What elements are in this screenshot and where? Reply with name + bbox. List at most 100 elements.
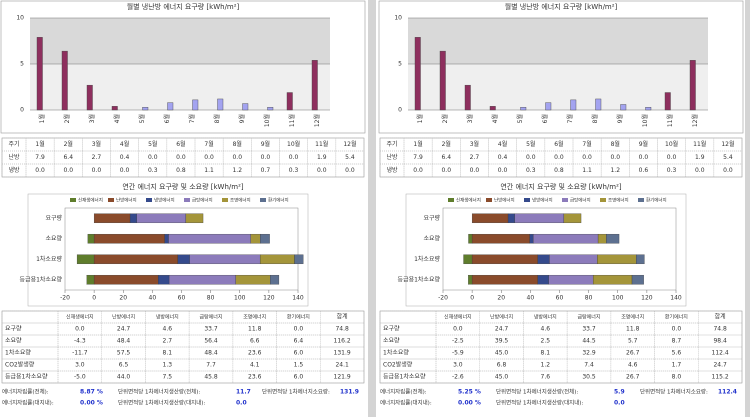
- chart-title: 연간 에너지 요구량 및 소요량 [kWh/m²]: [500, 182, 622, 191]
- table-cell: [713, 137, 743, 152]
- bar-segment: [563, 213, 582, 224]
- x-tick-label: 12월: [313, 114, 321, 127]
- table-value: 57.5: [117, 350, 131, 357]
- table-value: 1.9: [317, 154, 327, 161]
- table-cell: [279, 137, 308, 152]
- bar-segment: [294, 254, 304, 265]
- bar-segment: [87, 233, 95, 244]
- table-cell: [307, 163, 337, 178]
- scrollbar[interactable]: [745, 0, 750, 417]
- bar-segment: [259, 254, 295, 265]
- table-value: 44.5: [582, 338, 596, 345]
- footer-label: 단위면적당 1차에너지생산량(전체):: [496, 388, 578, 396]
- x-tick-label: -20: [60, 295, 70, 302]
- x-tick-label: 140: [670, 295, 682, 302]
- table-value: -2.6: [452, 374, 464, 381]
- x-tick-label: 10월: [263, 114, 271, 127]
- x-tick-label: 9월: [616, 114, 624, 123]
- table-value: 0.0: [92, 167, 102, 174]
- table-header: 급탕에너지: [199, 314, 222, 321]
- footer-value: 0.00 %: [80, 400, 103, 407]
- bar-segment: [507, 213, 515, 224]
- y-tick-label: 5: [20, 61, 24, 68]
- bar: [595, 98, 602, 111]
- table-value: 4.1: [250, 362, 260, 369]
- table-cell: [572, 137, 602, 152]
- x-tick-label: 40: [149, 295, 157, 302]
- x-tick-label: 120: [263, 295, 275, 302]
- table-header: 5월: [526, 140, 535, 148]
- table-value: 0.0: [176, 154, 186, 161]
- x-tick-label: 10월: [641, 114, 649, 127]
- bar-segment: [177, 254, 190, 265]
- table-cell: [431, 150, 461, 165]
- x-tick-label: 1월: [416, 114, 424, 123]
- table-value: 6.8: [497, 362, 507, 369]
- table-cell: [82, 163, 111, 178]
- bar-segment: [471, 254, 538, 265]
- y-tick-label: 소요량: [45, 235, 62, 242]
- bar-segment: [471, 274, 538, 285]
- table-cell: [685, 150, 715, 165]
- table-cell: [53, 137, 83, 152]
- x-tick-label: 3월: [88, 114, 96, 123]
- legend-label: 급탕에너지: [192, 197, 213, 204]
- table-value: 0.4: [498, 154, 508, 161]
- x-tick-label: 5월: [138, 114, 146, 123]
- table-cell: [222, 163, 252, 178]
- table-value: 2.7: [163, 338, 173, 345]
- table-cell: [572, 163, 602, 178]
- bar: [664, 92, 671, 111]
- x-tick-label: 20: [119, 295, 127, 302]
- table-value: 0.0: [672, 326, 682, 333]
- table-cell: [82, 150, 111, 165]
- bar: [192, 99, 199, 111]
- bar: [545, 102, 552, 111]
- bar-segment: [129, 213, 137, 224]
- table-cell: [138, 137, 168, 152]
- table-value: 7.6: [541, 374, 551, 381]
- table-value: 0.3: [289, 167, 299, 174]
- y-tick-label: 10: [394, 15, 402, 22]
- table-value: 23.6: [248, 374, 262, 381]
- bar-segment: [533, 233, 599, 244]
- table-cell: [194, 150, 224, 165]
- section-box: [0, 0, 366, 134]
- table-header: 환기에너지: [287, 314, 310, 321]
- table-value: 0.0: [204, 154, 214, 161]
- grid-band: [408, 18, 708, 64]
- legend-swatch: [600, 198, 606, 202]
- table-cell: [403, 163, 433, 178]
- legend-label: 신재생에너지: [456, 197, 481, 204]
- table-value: 74.8: [335, 326, 349, 333]
- bar-segment: [164, 233, 169, 244]
- x-tick-label: -20: [438, 295, 448, 302]
- bar-segment: [270, 274, 280, 285]
- table-value: 0.0: [148, 154, 158, 161]
- bar-segment: [636, 254, 645, 265]
- bar-segment: [549, 254, 598, 265]
- table-value: 5.7: [628, 338, 638, 345]
- x-tick-label: 0: [470, 295, 474, 302]
- table-value: 0.0: [470, 167, 480, 174]
- table-value: 11.8: [626, 326, 640, 333]
- table-cell: [600, 163, 630, 178]
- x-tick-label: 80: [207, 295, 215, 302]
- footer-value: 5.25 %: [458, 389, 481, 396]
- table-value: 56.4: [204, 338, 218, 345]
- row-label: 냉방: [8, 166, 20, 174]
- bar: [520, 107, 527, 111]
- bar-segment: [86, 274, 95, 285]
- table-cell: [166, 163, 196, 178]
- bar: [36, 37, 43, 111]
- table-value: 23.6: [248, 350, 262, 357]
- table-header: 3월: [470, 140, 479, 148]
- bar-segment: [168, 233, 251, 244]
- scrollbar[interactable]: [368, 0, 376, 417]
- legend-swatch: [638, 198, 644, 202]
- table-header: 급탕에너지: [577, 314, 600, 321]
- table-value: 0.0: [639, 154, 649, 161]
- table-cell: [460, 137, 489, 152]
- x-tick-label: 4월: [491, 114, 499, 123]
- legend-label: 조명에너지: [230, 197, 251, 204]
